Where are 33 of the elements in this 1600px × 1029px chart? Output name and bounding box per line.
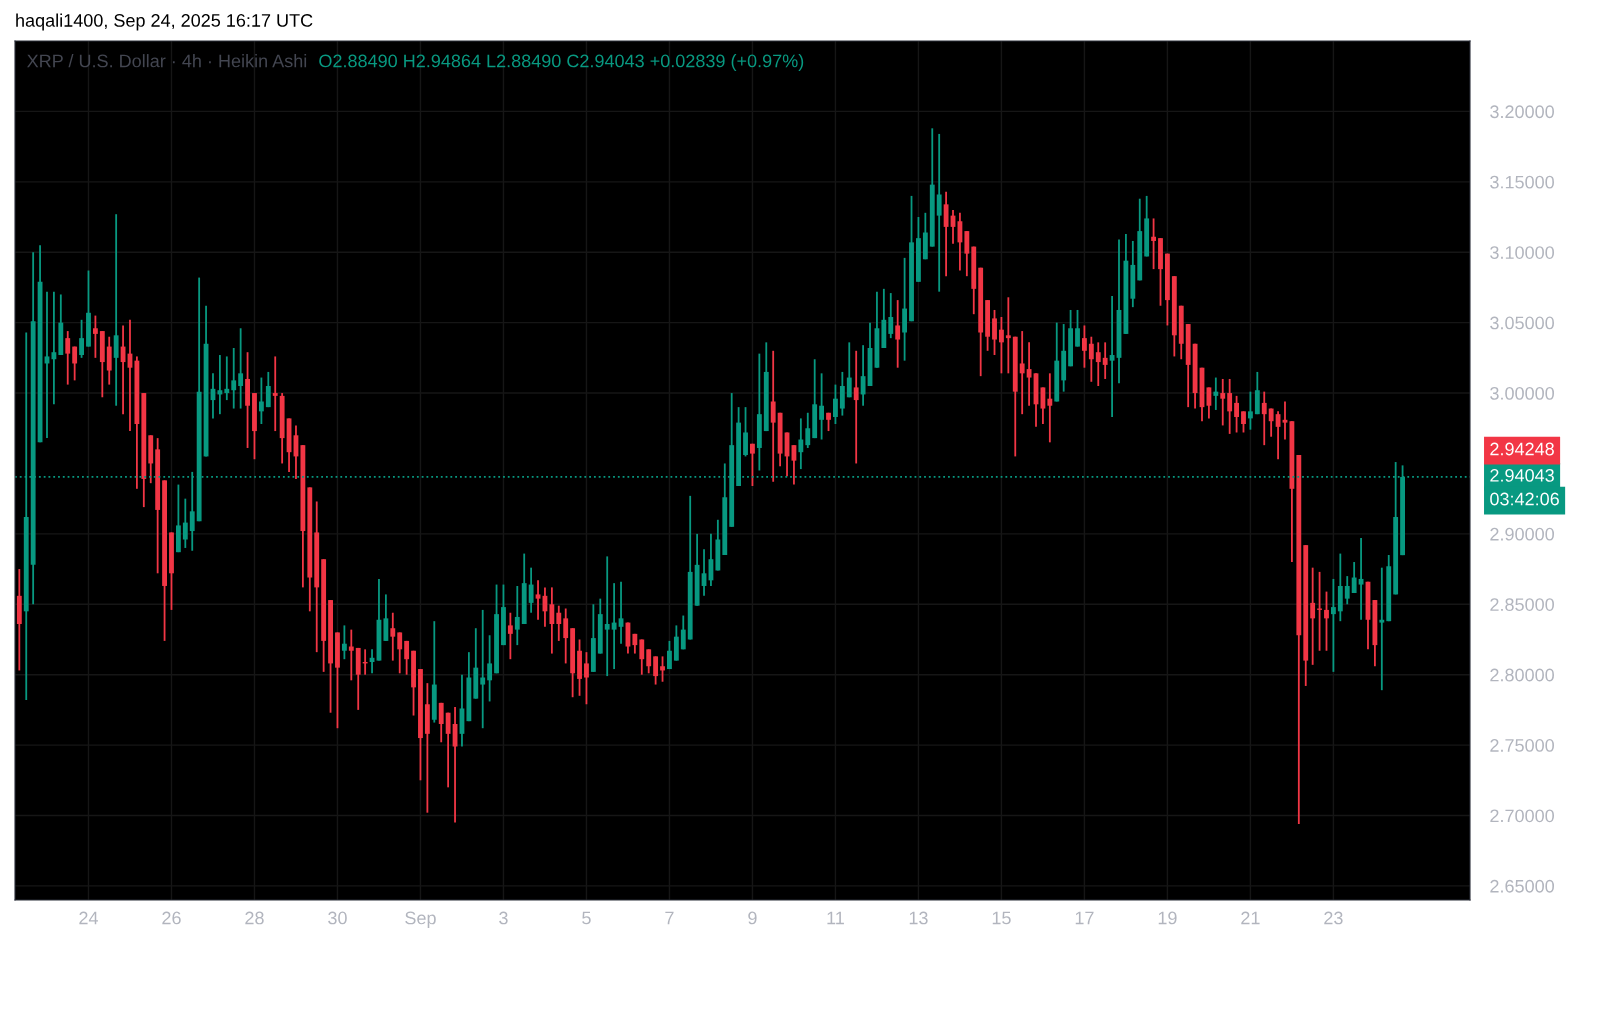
y-tick-label: 3.15000: [1490, 175, 1554, 189]
x-tick-label: 15: [992, 911, 1011, 925]
x-tick-label: 17: [1075, 911, 1094, 925]
x-tick-label: 11: [827, 911, 844, 925]
y-tick-label: 2.80000: [1490, 668, 1554, 682]
x-tick-label: 23: [1324, 911, 1343, 925]
x-tick-label: 28: [245, 911, 264, 925]
x-tick-label: 13: [909, 911, 928, 925]
x-tick-label: 30: [328, 911, 347, 925]
x-tick-label: 21: [1241, 911, 1260, 925]
x-tick-label: 9: [748, 911, 757, 925]
y-tick-label: 3.00000: [1490, 386, 1554, 400]
x-tick-label: 19: [1158, 911, 1177, 925]
y-tick-label: 3.05000: [1490, 316, 1554, 330]
x-tick-label: 3: [499, 911, 508, 925]
text: 2.94248: [1490, 442, 1554, 456]
y-tick-label: 3.10000: [1490, 246, 1554, 259]
y-tick-label: 3.20000: [1490, 105, 1554, 119]
y-tick-label: 2.85000: [1490, 598, 1554, 611]
text: O2.88490 H2.94864 L2.88490 C2.94043 +0.02839 (+0.97%): [319, 54, 804, 71]
x-tick-label: 5: [582, 911, 591, 925]
y-tick-label: 2.70000: [1490, 809, 1554, 823]
x-tick-label: Sep: [405, 911, 436, 928]
y-tick-label: 2.65000: [1490, 879, 1554, 893]
x-tick-label: 24: [79, 911, 98, 925]
ref-line-label: 2.94043: [1490, 469, 1554, 482]
x-tick-label: 26: [162, 911, 181, 925]
text: 03:42:06: [1490, 492, 1559, 506]
text: haqali1400, Sep 24, 2025 16:17 UTC: [16, 13, 313, 31]
y-tick-label: 2.90000: [1490, 527, 1554, 541]
x-tick-label: 7: [665, 911, 674, 925]
y-tick-label: 2.75000: [1490, 739, 1554, 752]
text: XRP / U.S. Dollar · 4h · Heikin Ashi: [27, 54, 307, 68]
